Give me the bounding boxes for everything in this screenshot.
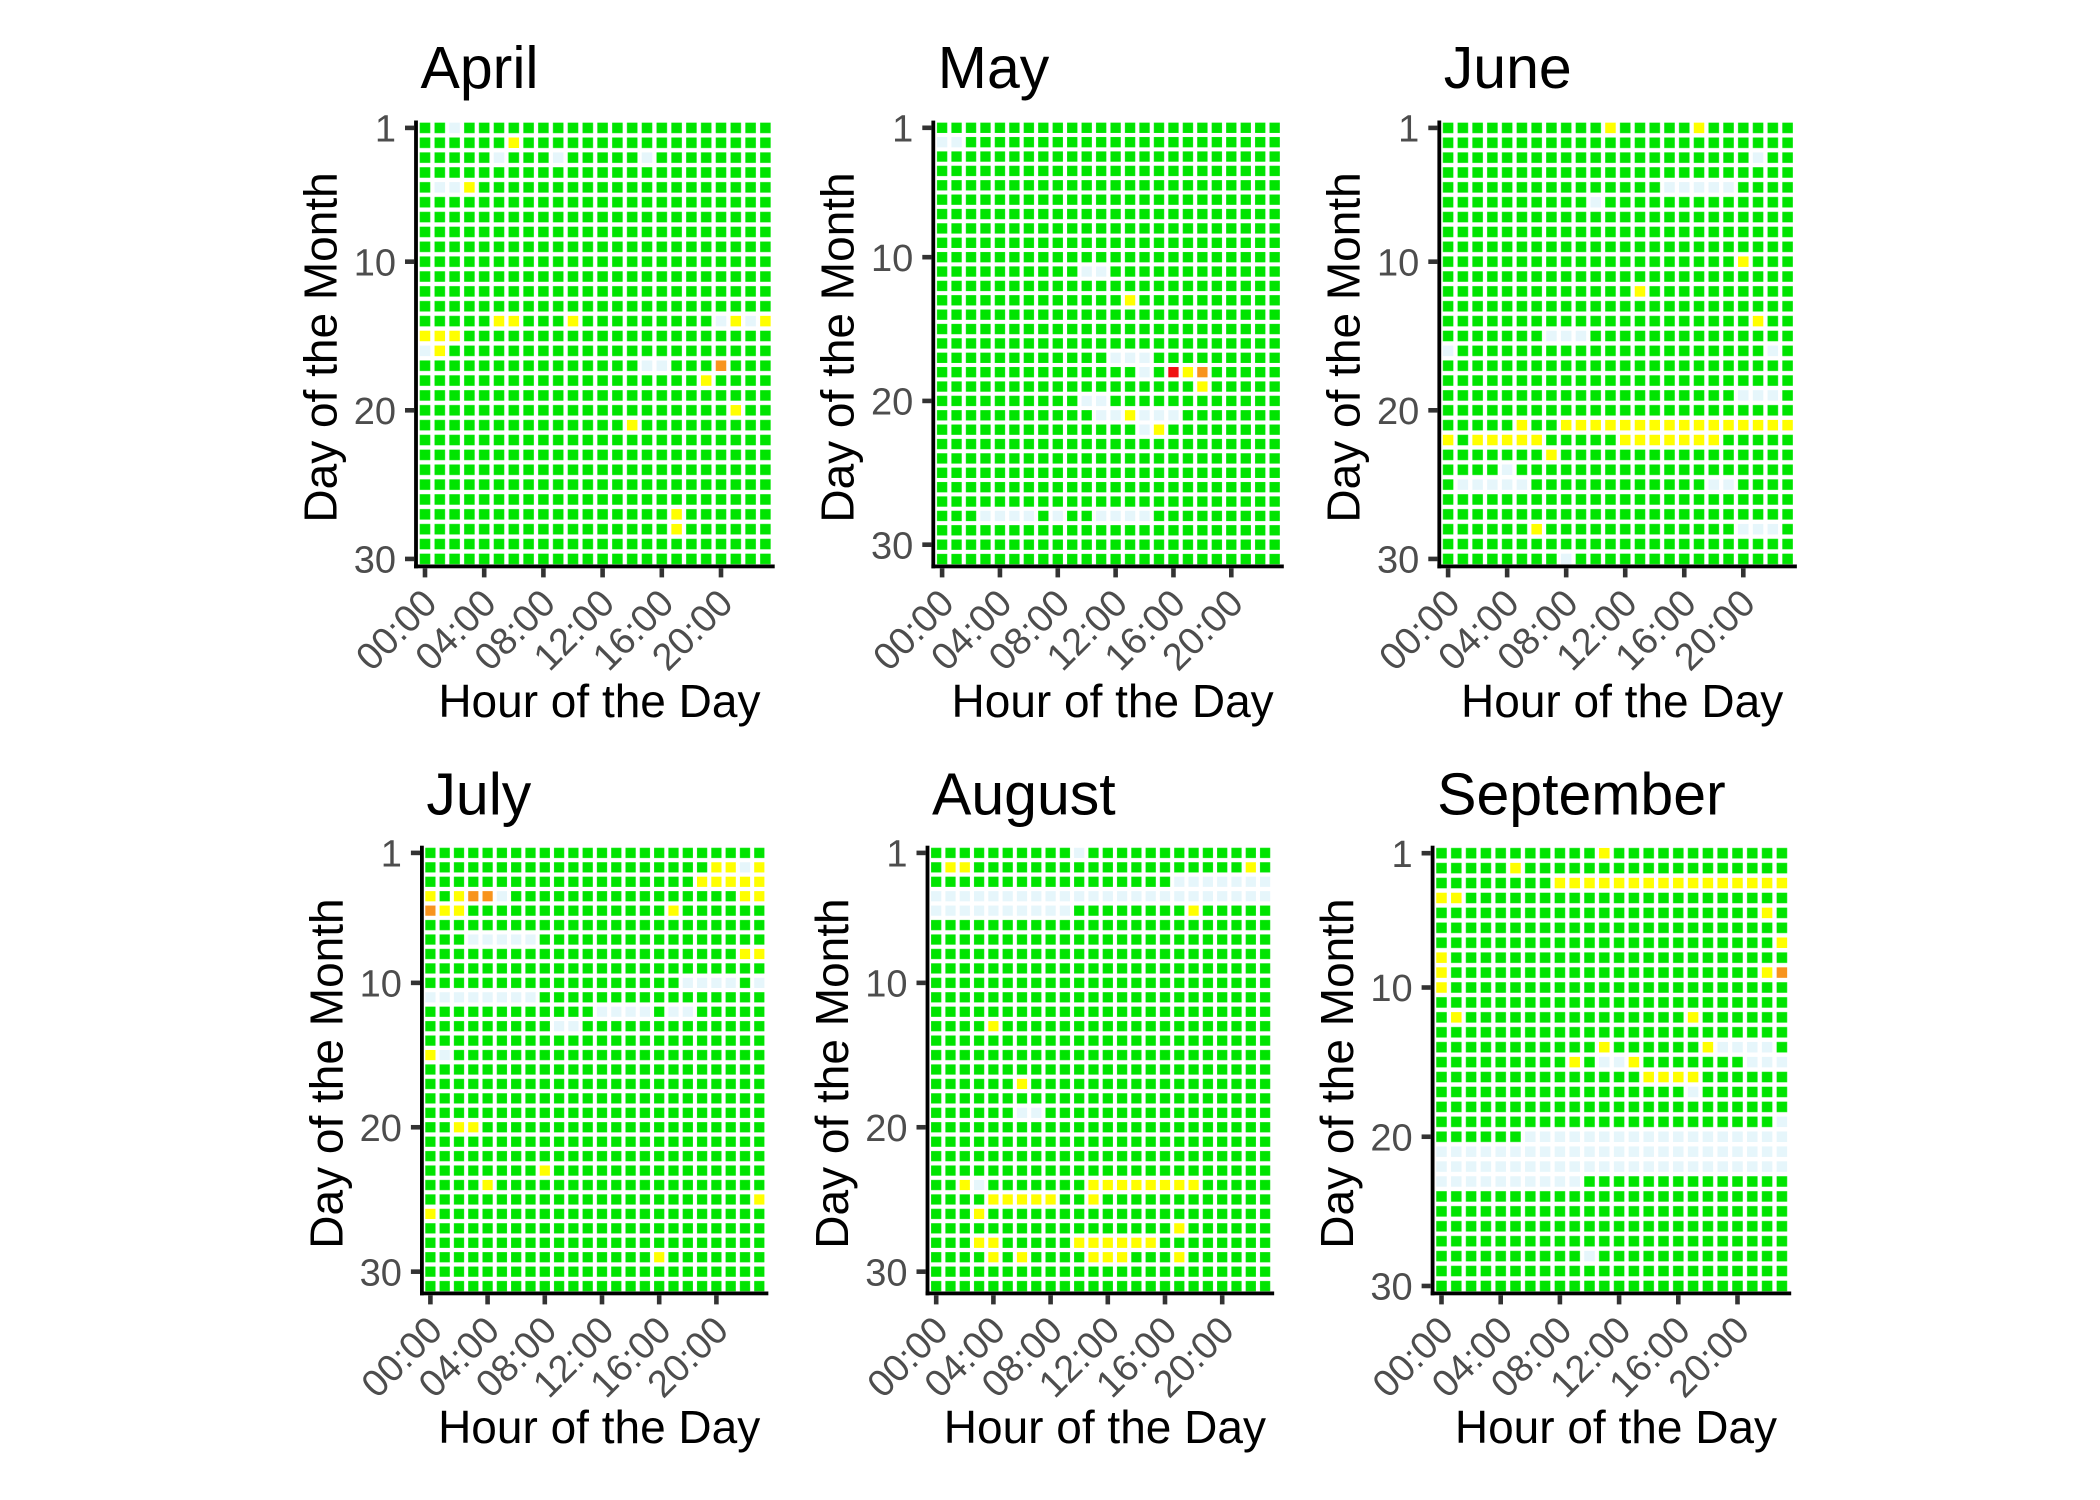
svg-text:August: August [932,761,1116,827]
svg-text:Day of the Month: Day of the Month [300,898,352,1248]
svg-text:20: 20 [354,391,396,433]
svg-text:1: 1 [381,834,402,876]
svg-text:30: 30 [1377,540,1419,582]
svg-text:10: 10 [1370,968,1412,1010]
svg-text:30: 30 [360,1252,402,1294]
svg-text:Day of the Month: Day of the Month [806,898,858,1248]
svg-text:20: 20 [871,382,913,424]
svg-text:30: 30 [1370,1267,1412,1309]
svg-text:1: 1 [1398,109,1419,151]
svg-text:Hour of the Day: Hour of the Day [438,675,760,727]
svg-text:1: 1 [886,834,907,876]
svg-text:1: 1 [375,109,396,151]
svg-text:Hour of the Day: Hour of the Day [944,1401,1266,1453]
svg-text:10: 10 [865,964,907,1006]
svg-text:20: 20 [1377,391,1419,433]
svg-text:30: 30 [354,540,396,582]
svg-text:Hour of the Day: Hour of the Day [1455,1401,1777,1453]
svg-text:20: 20 [360,1108,402,1150]
svg-text:1: 1 [892,108,913,150]
svg-text:1: 1 [1391,834,1412,876]
svg-text:30: 30 [871,525,913,567]
svg-text:June: June [1444,35,1572,101]
svg-text:September: September [1437,761,1726,827]
svg-text:Hour of the Day: Hour of the Day [1461,675,1783,727]
svg-text:Day of the Month: Day of the Month [1311,898,1363,1248]
svg-text:Day of the Month: Day of the Month [1318,172,1370,522]
svg-text:Hour of the Day: Hour of the Day [438,1401,760,1453]
svg-text:20: 20 [1370,1117,1412,1159]
svg-text:20: 20 [865,1108,907,1150]
svg-text:April: April [421,35,539,101]
svg-text:Day of the Month: Day of the Month [294,172,346,522]
svg-text:30: 30 [865,1252,907,1294]
svg-text:10: 10 [871,238,913,280]
svg-text:May: May [938,35,1050,101]
svg-text:10: 10 [1377,242,1419,284]
svg-text:10: 10 [360,964,402,1006]
svg-text:July: July [426,761,531,827]
svg-text:Hour of the Day: Hour of the Day [952,675,1274,727]
svg-text:10: 10 [354,242,396,284]
svg-text:Day of the Month: Day of the Month [812,172,864,522]
